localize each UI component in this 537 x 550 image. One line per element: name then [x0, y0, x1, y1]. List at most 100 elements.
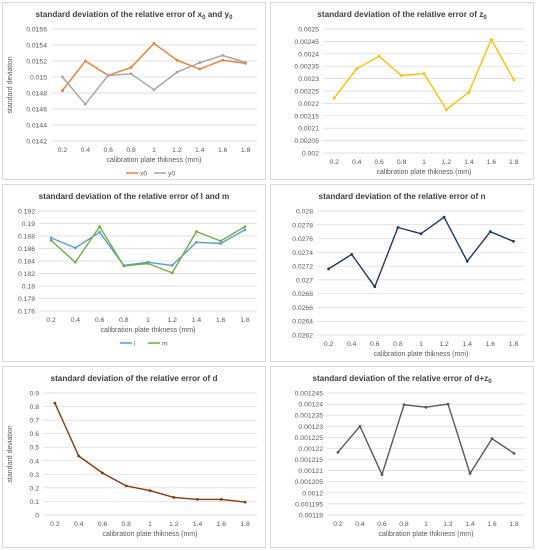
- y-tick-label: 0.0152: [26, 59, 47, 66]
- x-axis-label: calibration plate thikness (mm): [107, 157, 202, 164]
- y-tick-label: 0.00205: [294, 138, 319, 145]
- x-tick-label: 1.2: [443, 521, 453, 528]
- series-line: [337, 403, 515, 476]
- data-point: [49, 238, 53, 242]
- x-tick-label: 0.8: [121, 521, 131, 528]
- chart-title-part: 0: [488, 379, 492, 385]
- chart-title: standard deviation of the relative error…: [312, 374, 492, 385]
- data-point: [446, 402, 450, 406]
- x-tick-label: 0.4: [81, 147, 91, 154]
- data-point: [73, 246, 77, 250]
- x-tick-label: 1.4: [462, 341, 472, 348]
- x-tick-label: 0.4: [355, 521, 365, 528]
- data-point: [198, 67, 202, 71]
- y-tick-label: 0.001215: [295, 457, 324, 464]
- x-tick-label: 0.4: [74, 521, 84, 528]
- y-tick-label: 0.002: [302, 151, 319, 158]
- data-point: [243, 228, 247, 232]
- x-tick-label: 0.6: [377, 521, 387, 528]
- x-tick-label: 1.8: [241, 147, 251, 154]
- x-tick-label: 0.6: [374, 159, 384, 166]
- y-tick-label: 0.0154: [26, 43, 47, 50]
- data-point: [83, 102, 87, 106]
- series-line: [61, 54, 246, 105]
- x-tick-label: 1: [424, 521, 428, 528]
- x-tick-label: 1.6: [217, 521, 227, 528]
- chart-title-part: and y: [205, 10, 229, 19]
- data-point: [244, 61, 247, 64]
- chart-title-part: standard deviation of the relative error…: [36, 10, 203, 19]
- y-tick-label: 0.0262: [292, 333, 313, 340]
- y-tick-label: 0.5: [30, 445, 40, 452]
- chart-title-part: 0: [229, 15, 233, 21]
- x-tick-label: 1.4: [465, 521, 475, 528]
- y-tick-label: 0.0274: [292, 250, 313, 257]
- x-tick-label: 1.8: [509, 521, 519, 528]
- y-tick-label: 0.00215: [294, 113, 319, 120]
- data-point: [170, 263, 174, 267]
- data-point: [170, 271, 174, 275]
- x-tick-label: 1.6: [486, 341, 496, 348]
- chart-title: standard deviation of the relative error…: [51, 374, 218, 383]
- data-point: [219, 239, 223, 243]
- y-tick-label: 0.0024: [298, 51, 319, 58]
- data-point: [221, 54, 225, 57]
- y-tick-label: 0.0268: [292, 291, 313, 298]
- x-tick-label: 1: [148, 521, 152, 528]
- x-tick-label: 1.8: [509, 341, 519, 348]
- data-point: [512, 78, 516, 82]
- y-tick-label: 0.027: [296, 277, 313, 284]
- chart-panel: standard deviation of the relative error…: [270, 366, 534, 548]
- y-tick-label: 0.00119: [299, 513, 323, 520]
- data-point: [49, 236, 53, 240]
- y-tick-label: 0.00121: [298, 468, 323, 475]
- x-tick-label: 0.2: [46, 317, 56, 324]
- y-tick-label: 0.7: [30, 418, 40, 425]
- y-tick-label: 0.001195: [295, 501, 323, 508]
- chart-title: standard deviation of the relative error…: [317, 10, 487, 21]
- chart-panel: standard deviation of the relative error…: [2, 366, 266, 548]
- y-tick-label: 0.2: [30, 485, 40, 492]
- data-point: [61, 75, 64, 79]
- y-tick-label: 0.00235: [294, 64, 319, 71]
- data-point: [243, 225, 247, 229]
- data-point: [219, 242, 223, 245]
- y-tick-label: 0.186: [18, 246, 35, 253]
- data-point: [243, 500, 247, 504]
- data-point: [175, 58, 179, 62]
- chart-svg: standard deviation of the relative error…: [7, 10, 257, 178]
- data-point: [377, 54, 381, 58]
- x-tick-label: 1.8: [240, 521, 250, 528]
- y-tick-label: 0.3: [30, 472, 40, 479]
- data-point: [336, 450, 340, 454]
- data-point: [122, 264, 126, 268]
- chart-panel: standard deviation of the relative error…: [2, 2, 266, 180]
- data-point: [327, 267, 330, 271]
- chart-title-part: 0: [483, 15, 487, 21]
- chart-svg: standard deviation of the relative error…: [292, 192, 525, 358]
- chart-panel: standard deviation of the relative error…: [2, 184, 266, 362]
- y-tick-label: 0.0021: [298, 126, 319, 133]
- data-point: [53, 401, 57, 405]
- legend-label: l: [134, 341, 136, 348]
- data-point: [73, 260, 77, 264]
- y-tick-label: 0.0148: [26, 91, 47, 98]
- chart-svg: standard deviation of the relative error…: [18, 192, 257, 348]
- y-tick-label: 0.00122: [298, 446, 323, 453]
- y-tick-label: 0.176: [18, 309, 35, 316]
- y-tick-label: 0.001225: [295, 435, 324, 442]
- y-tick-label: 0.001245: [295, 391, 324, 398]
- y-tick-label: 0.0144: [26, 123, 47, 130]
- x-tick-label: 0.6: [98, 521, 108, 528]
- y-tick-label: 0.178: [18, 296, 35, 303]
- chart-title: standard deviation of the relative error…: [39, 192, 230, 201]
- y-axis-label: standard deviation: [7, 56, 14, 113]
- chart-svg: standard deviation of the relative error…: [295, 374, 525, 538]
- y-tick-label: 0.184: [18, 259, 35, 266]
- x-axis-label: calibration plate thikness (mm): [374, 351, 469, 358]
- data-point: [195, 240, 198, 244]
- x-tick-label: 1.2: [167, 317, 177, 324]
- data-point: [106, 74, 110, 77]
- chart-svg: standard deviation of the relative error…: [7, 374, 257, 538]
- chart-title-part: standard deviation of the relative error…: [312, 374, 488, 383]
